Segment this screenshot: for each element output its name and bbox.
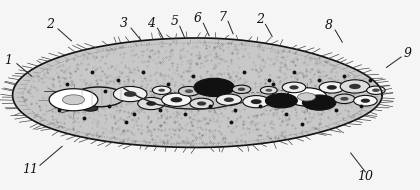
- Text: 9: 9: [403, 47, 412, 60]
- Circle shape: [232, 85, 251, 93]
- Circle shape: [297, 93, 316, 101]
- Text: 1: 1: [4, 54, 13, 67]
- Text: 6: 6: [193, 13, 202, 25]
- Polygon shape: [13, 38, 382, 147]
- Circle shape: [367, 86, 385, 94]
- Circle shape: [327, 85, 337, 90]
- Circle shape: [251, 99, 262, 104]
- Circle shape: [146, 101, 156, 106]
- Circle shape: [152, 86, 171, 94]
- Circle shape: [243, 96, 270, 108]
- Circle shape: [372, 89, 380, 92]
- Circle shape: [319, 82, 344, 93]
- Circle shape: [49, 89, 98, 111]
- Circle shape: [289, 85, 299, 89]
- Circle shape: [124, 91, 136, 97]
- Circle shape: [138, 97, 165, 110]
- Circle shape: [265, 93, 297, 108]
- Circle shape: [265, 89, 272, 92]
- Circle shape: [197, 101, 206, 106]
- Circle shape: [224, 97, 234, 102]
- Circle shape: [158, 89, 165, 92]
- Circle shape: [190, 98, 213, 109]
- Circle shape: [340, 80, 370, 93]
- Text: 11: 11: [22, 163, 38, 176]
- Circle shape: [194, 78, 234, 97]
- Circle shape: [171, 97, 182, 102]
- Circle shape: [282, 82, 306, 93]
- Circle shape: [334, 94, 355, 104]
- Circle shape: [63, 95, 84, 105]
- Circle shape: [260, 86, 277, 94]
- Ellipse shape: [73, 87, 125, 107]
- Text: 2: 2: [45, 18, 54, 31]
- Text: 7: 7: [218, 11, 227, 24]
- Circle shape: [286, 88, 327, 106]
- Ellipse shape: [83, 105, 98, 111]
- Text: 2: 2: [255, 13, 264, 26]
- Circle shape: [113, 86, 147, 102]
- Text: 5: 5: [170, 15, 178, 28]
- Circle shape: [162, 93, 191, 106]
- Circle shape: [185, 89, 193, 93]
- Circle shape: [354, 95, 377, 106]
- Text: 8: 8: [324, 19, 333, 32]
- Text: 3: 3: [120, 17, 128, 30]
- Circle shape: [216, 94, 242, 105]
- Circle shape: [302, 95, 336, 110]
- Circle shape: [361, 99, 370, 103]
- Circle shape: [340, 97, 349, 101]
- Text: 10: 10: [357, 170, 373, 183]
- Circle shape: [238, 88, 245, 91]
- Circle shape: [178, 86, 200, 96]
- Circle shape: [349, 84, 361, 89]
- Text: 4: 4: [147, 17, 155, 30]
